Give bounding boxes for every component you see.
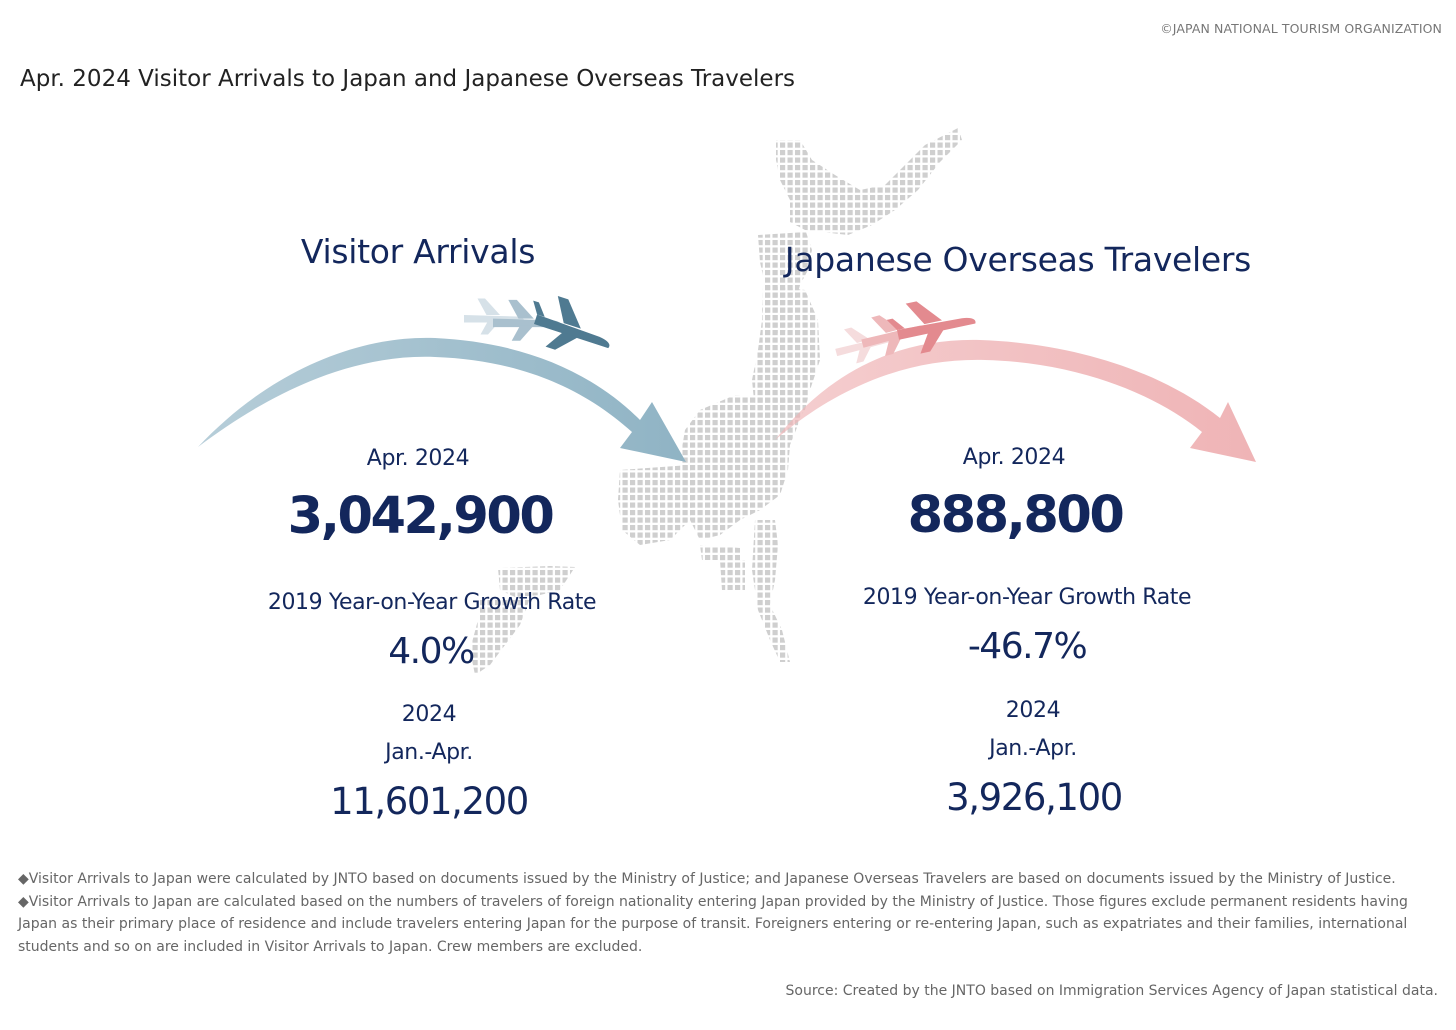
overseas-month-value: 888,800 <box>907 486 1125 545</box>
footnote: ◆Visitor Arrivals to Japan were calculat… <box>18 871 1396 887</box>
overseas-month-label: Apr. 2024 <box>962 445 1066 470</box>
visitor-growth-value: 4.0% <box>388 631 475 672</box>
footnote: ◆Visitor Arrivals to Japan are calculate… <box>18 893 1408 955</box>
visitor-ytd-period: Jan.-Apr. <box>385 740 473 765</box>
visitor-month-label: Apr. 2024 <box>366 446 470 471</box>
overseas-ytd-period: Jan.-Apr. <box>989 736 1077 761</box>
overseas-growth-label: 2019 Year-on-Year Growth Rate <box>862 585 1192 610</box>
visitor-ytd-year: 2024 <box>401 702 457 727</box>
copyright: ©JAPAN NATIONAL TOURISM ORGANIZATION <box>1160 21 1442 36</box>
japan-map-icon <box>470 128 962 675</box>
visitor-arrival-arrow-icon <box>198 337 686 462</box>
source-note: Source: Created by the JNTO based on Imm… <box>785 983 1438 999</box>
visitor-ytd-value: 11,601,200 <box>330 780 529 823</box>
overseas-ytd-year: 2024 <box>1005 698 1061 723</box>
overseas-growth-value: -46.7% <box>967 626 1088 667</box>
overseas-ytd-value: 3,926,100 <box>946 776 1123 819</box>
visitor-arrivals-title: Visitor Arrivals <box>300 232 536 271</box>
visitor-month-value: 3,042,900 <box>287 487 555 546</box>
overseas-travelers-title: Japanese Overseas Travelers <box>784 240 1252 279</box>
visitor-growth-label: 2019 Year-on-Year Growth Rate <box>267 590 597 615</box>
overseas-departure-arrow-icon <box>775 339 1256 462</box>
plane-icon <box>835 301 976 364</box>
page-title: Apr. 2024 Visitor Arrivals to Japan and … <box>20 66 796 92</box>
footnotes: ◆Visitor Arrivals to Japan were calculat… <box>18 868 1428 958</box>
plane-icon <box>464 295 610 350</box>
